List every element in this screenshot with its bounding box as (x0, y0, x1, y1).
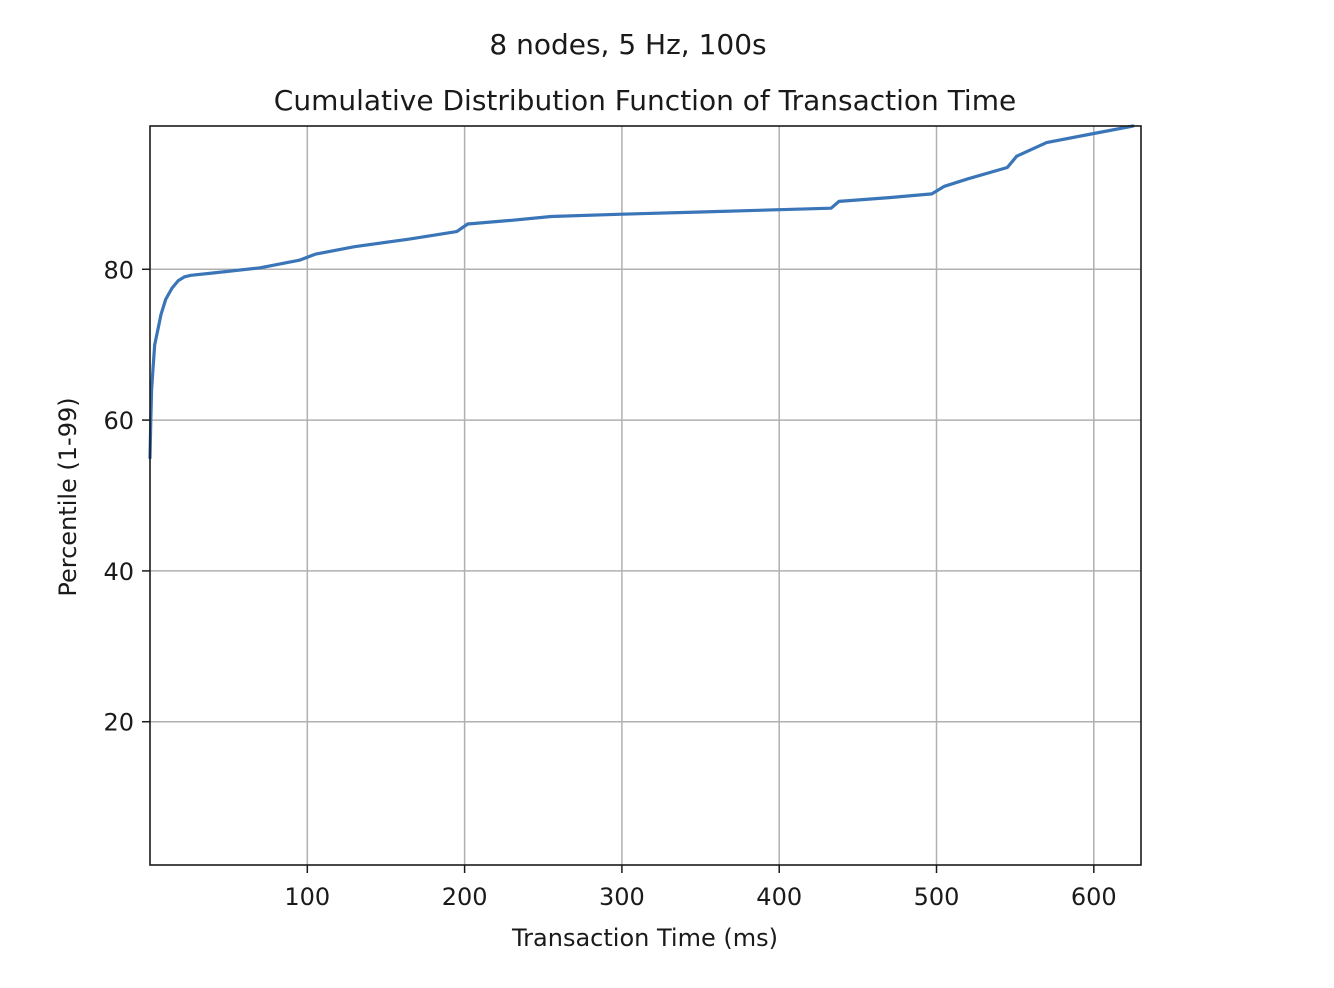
x-tick-label: 100 (284, 883, 330, 911)
y-tick-label: 40 (103, 558, 134, 586)
grid-lines (150, 126, 1141, 865)
y-tick-label: 20 (103, 709, 134, 737)
chart-suptitle: 8 nodes, 5 Hz, 100s (489, 28, 766, 61)
y-tick-label: 60 (103, 407, 134, 435)
x-axis: 100 200 300 400 500 600 (284, 865, 1117, 911)
y-tick-label: 80 (103, 256, 134, 284)
chart-title: Cumulative Distribution Function of Tran… (274, 84, 1016, 117)
cdf-line (148, 124, 1135, 460)
x-tick-label: 400 (756, 883, 802, 911)
y-axis-label: Percentile (1-99) (54, 397, 82, 596)
series-layer (148, 124, 1135, 460)
x-tick-label: 500 (914, 883, 960, 911)
x-tick-label: 200 (442, 883, 488, 911)
plot-frame (149, 125, 1142, 866)
y-axis: 20 40 60 80 (103, 256, 150, 737)
x-tick-label: 600 (1071, 883, 1117, 911)
x-tick-label: 300 (599, 883, 645, 911)
x-axis-label: Transaction Time (ms) (511, 924, 778, 952)
